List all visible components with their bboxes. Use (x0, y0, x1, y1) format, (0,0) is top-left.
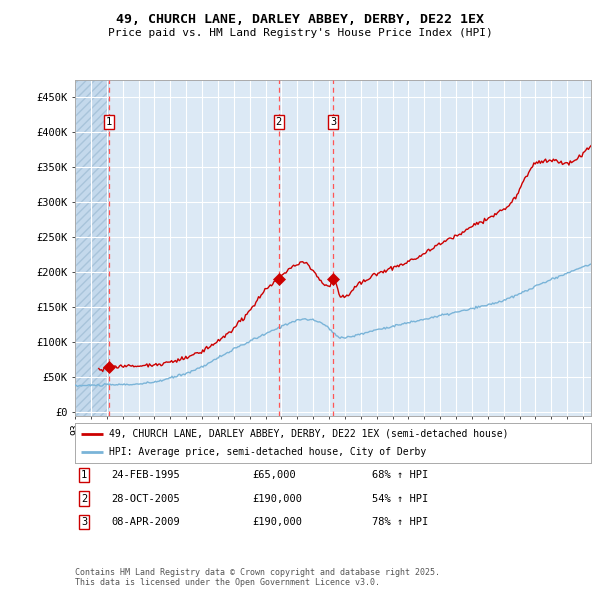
Text: £190,000: £190,000 (252, 494, 302, 503)
Text: 68% ↑ HPI: 68% ↑ HPI (372, 470, 428, 480)
Text: 2: 2 (81, 494, 87, 503)
Text: 49, CHURCH LANE, DARLEY ABBEY, DERBY, DE22 1EX: 49, CHURCH LANE, DARLEY ABBEY, DERBY, DE… (116, 13, 484, 26)
Text: 54% ↑ HPI: 54% ↑ HPI (372, 494, 428, 503)
Text: 08-APR-2009: 08-APR-2009 (111, 517, 180, 527)
Text: 3: 3 (81, 517, 87, 527)
Text: 24-FEB-1995: 24-FEB-1995 (111, 470, 180, 480)
Text: Price paid vs. HM Land Registry's House Price Index (HPI): Price paid vs. HM Land Registry's House … (107, 28, 493, 38)
Text: £190,000: £190,000 (252, 517, 302, 527)
Text: £65,000: £65,000 (252, 470, 296, 480)
Text: HPI: Average price, semi-detached house, City of Derby: HPI: Average price, semi-detached house,… (109, 447, 426, 457)
Text: 49, CHURCH LANE, DARLEY ABBEY, DERBY, DE22 1EX (semi-detached house): 49, CHURCH LANE, DARLEY ABBEY, DERBY, DE… (109, 429, 508, 439)
Text: 2: 2 (275, 117, 281, 127)
Text: 78% ↑ HPI: 78% ↑ HPI (372, 517, 428, 527)
Text: 28-OCT-2005: 28-OCT-2005 (111, 494, 180, 503)
Text: 1: 1 (106, 117, 112, 127)
Text: Contains HM Land Registry data © Crown copyright and database right 2025.
This d: Contains HM Land Registry data © Crown c… (75, 568, 440, 587)
Text: 1: 1 (81, 470, 87, 480)
Text: 3: 3 (330, 117, 337, 127)
Bar (75, 80, 109, 416)
